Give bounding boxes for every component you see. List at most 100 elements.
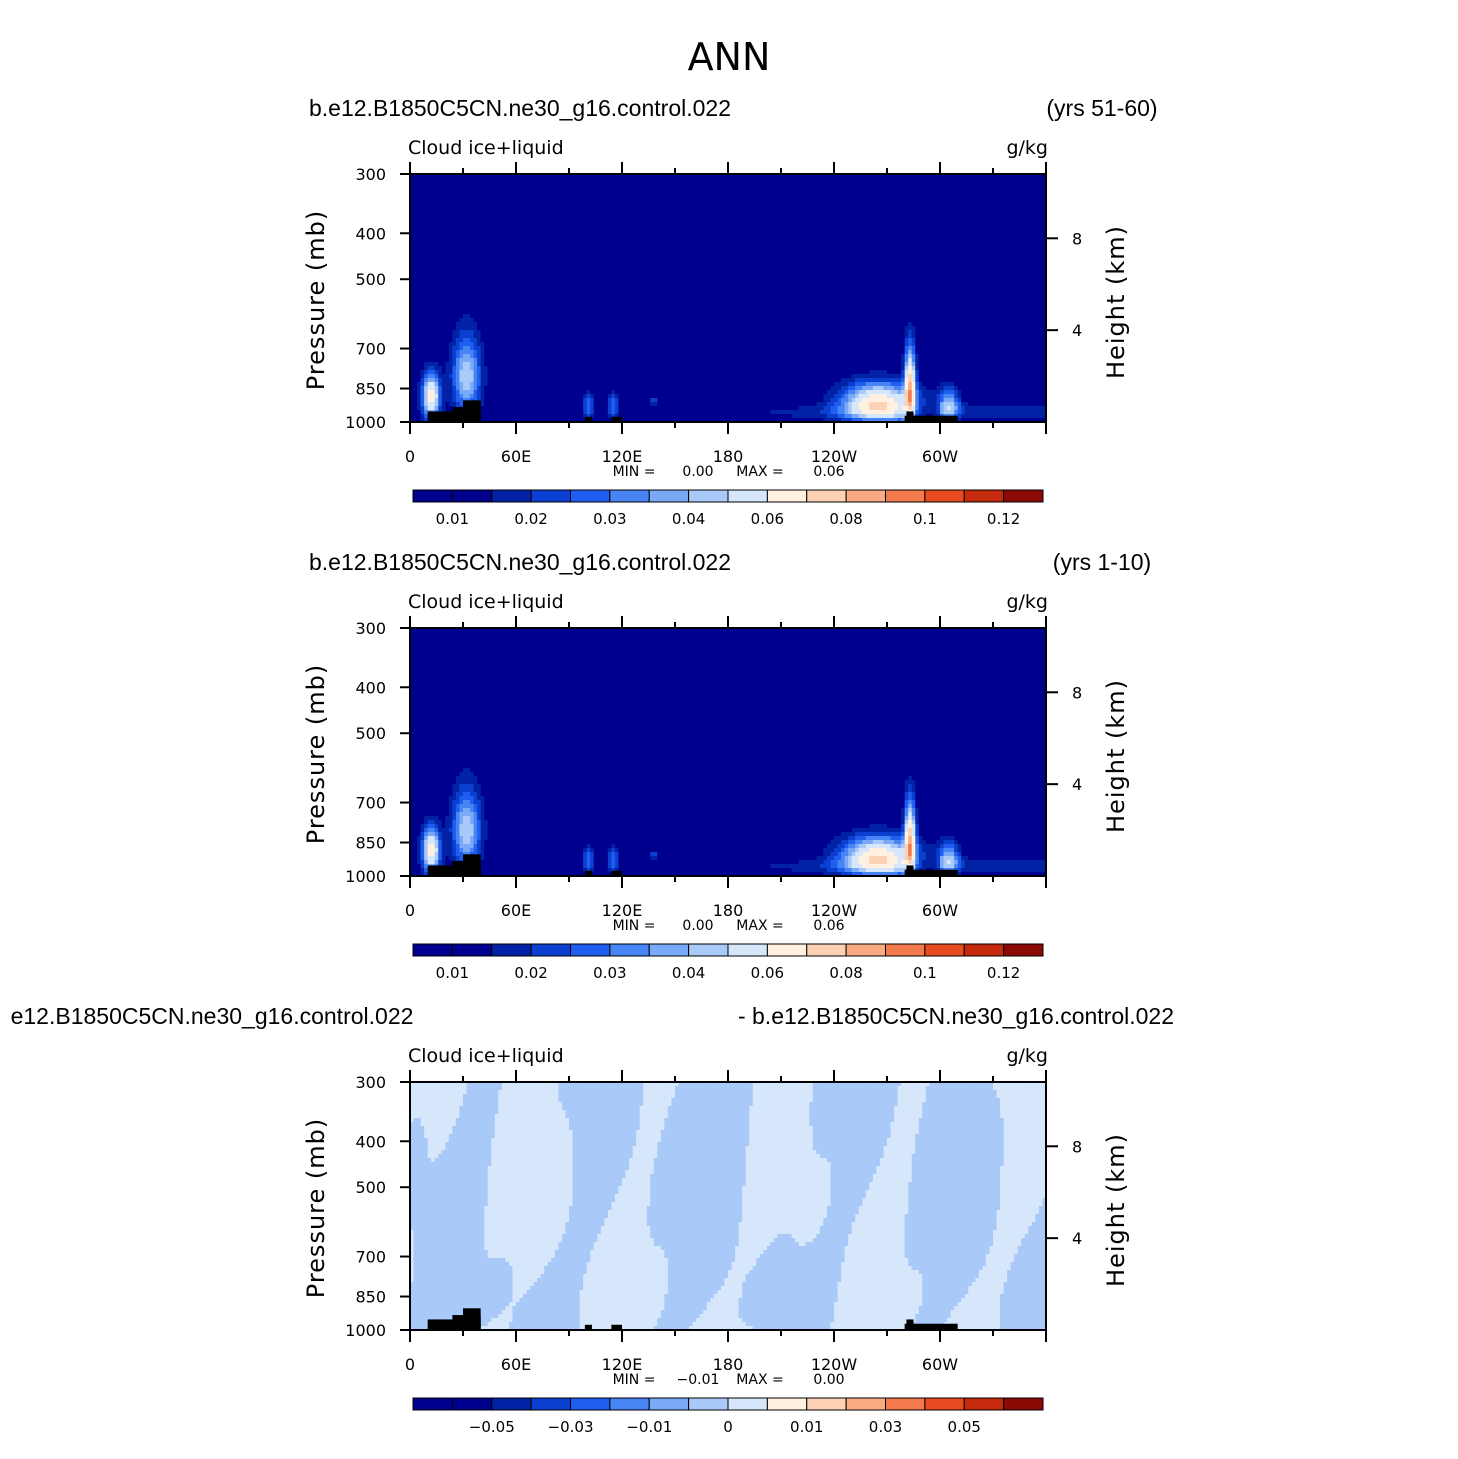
field-cell [587, 186, 591, 191]
field-cell [467, 206, 471, 211]
field-cell [551, 222, 555, 227]
field-cell [735, 214, 739, 219]
field-cell [774, 222, 778, 227]
field-cell [869, 182, 873, 187]
field-cell [739, 214, 743, 219]
field-cell [1039, 214, 1043, 219]
field-cell [544, 206, 548, 211]
field-cell [841, 178, 845, 183]
field-cell [823, 222, 827, 227]
field-cell [774, 186, 778, 191]
field-cell [809, 214, 813, 219]
field-cell [654, 214, 658, 219]
field-cell [488, 210, 492, 215]
field-cell [633, 206, 637, 211]
field-cell [530, 226, 534, 231]
field-cell [459, 178, 463, 183]
field-cell [986, 186, 990, 191]
field-cell [975, 182, 979, 187]
field-cell [562, 178, 566, 183]
field-cell [901, 218, 905, 223]
field-cell [505, 210, 509, 215]
field-cell [1032, 198, 1036, 203]
field-cell [618, 218, 622, 223]
field-cell [548, 186, 552, 191]
field-cell [806, 178, 810, 183]
field-cell [643, 206, 647, 211]
field-cell [933, 202, 937, 207]
field-cell [866, 202, 870, 207]
field-cell [654, 226, 658, 231]
field-cell [958, 182, 962, 187]
field-cell [721, 182, 725, 187]
field-cell [505, 198, 509, 203]
field-cell [965, 194, 969, 199]
field-cell [548, 226, 552, 231]
field-cell [813, 194, 817, 199]
field-cell [597, 178, 601, 183]
field-cell [675, 222, 679, 227]
field-cell [940, 198, 944, 203]
field-cell [502, 178, 506, 183]
field-cell [428, 178, 432, 183]
field-cell [961, 210, 965, 215]
field-cell [583, 182, 587, 187]
field-cell [707, 182, 711, 187]
field-cell [777, 182, 781, 187]
field-cell [717, 190, 721, 195]
field-cell [421, 198, 425, 203]
field-cell [852, 186, 856, 191]
field-cell [756, 194, 760, 199]
field-cell [915, 178, 919, 183]
field-cell [527, 202, 531, 207]
field-cell [626, 178, 630, 183]
field-cell [749, 210, 753, 215]
field-cell [696, 202, 700, 207]
field-cell [756, 202, 760, 207]
field-cell [467, 218, 471, 223]
field-cell [463, 206, 467, 211]
field-cell [770, 182, 774, 187]
field-cell [958, 198, 962, 203]
field-cell [951, 186, 955, 191]
field-cell [862, 214, 866, 219]
field-cell [604, 226, 608, 231]
field-cell [891, 210, 895, 215]
field-cell [597, 190, 601, 195]
field-cell [481, 214, 485, 219]
field-cell [417, 206, 421, 211]
field-cell [961, 198, 965, 203]
field-cell [820, 186, 824, 191]
field-cell [470, 198, 474, 203]
field-cell [742, 190, 746, 195]
field-cell [972, 178, 976, 183]
field-cell [866, 178, 870, 183]
field-cell [823, 178, 827, 183]
field-cell [551, 226, 555, 231]
field-cell [788, 198, 792, 203]
field-cell [848, 206, 852, 211]
field-cell [435, 226, 439, 231]
field-cell [947, 210, 951, 215]
field-cell [675, 190, 679, 195]
field-cell [898, 190, 902, 195]
field-cell [428, 226, 432, 231]
field-cell [537, 178, 541, 183]
field-cell [608, 206, 612, 211]
field-cell [781, 190, 785, 195]
field-cell [679, 190, 683, 195]
field-cell [541, 202, 545, 207]
field-cell [852, 182, 856, 187]
field-cell [982, 190, 986, 195]
field-cell [643, 202, 647, 207]
field-cell [424, 210, 428, 215]
field-cell [866, 198, 870, 203]
field-cell [700, 202, 704, 207]
field-cell [569, 226, 573, 231]
field-cell [809, 222, 813, 227]
field-cell [883, 206, 887, 211]
field-cell [520, 202, 524, 207]
field-cell [512, 198, 516, 203]
field-cell [979, 206, 983, 211]
field-cell [887, 186, 891, 191]
